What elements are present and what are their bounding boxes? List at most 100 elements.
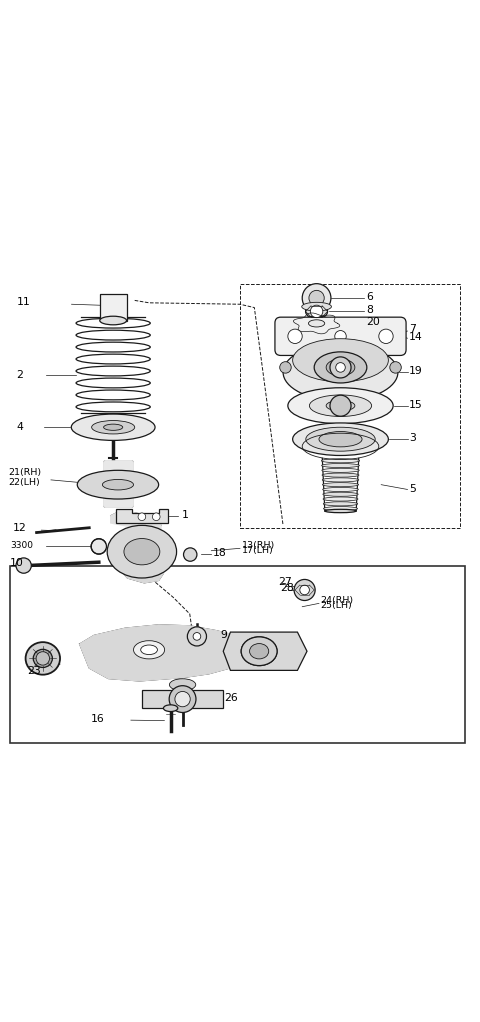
Text: 23: 23	[27, 666, 41, 677]
Ellipse shape	[163, 705, 178, 711]
Ellipse shape	[288, 387, 393, 424]
Ellipse shape	[77, 470, 158, 499]
Ellipse shape	[100, 316, 127, 325]
Text: 28: 28	[281, 583, 294, 593]
Ellipse shape	[76, 378, 150, 388]
Circle shape	[169, 686, 196, 712]
Text: 7: 7	[409, 324, 416, 334]
Ellipse shape	[72, 414, 155, 440]
Ellipse shape	[107, 525, 177, 578]
Text: 26: 26	[225, 693, 239, 703]
Ellipse shape	[323, 502, 358, 506]
Ellipse shape	[302, 303, 331, 311]
Text: 25(LH): 25(LH)	[321, 601, 352, 610]
Ellipse shape	[322, 464, 360, 468]
Ellipse shape	[92, 420, 135, 434]
Circle shape	[175, 692, 190, 707]
Text: 6: 6	[366, 292, 373, 303]
Ellipse shape	[76, 330, 150, 340]
Text: 13(RH): 13(RH)	[241, 541, 275, 550]
Bar	[10, 566, 465, 743]
Ellipse shape	[323, 493, 358, 497]
Polygon shape	[104, 461, 132, 506]
Ellipse shape	[76, 366, 150, 376]
Circle shape	[379, 329, 393, 343]
Circle shape	[330, 396, 351, 416]
Polygon shape	[116, 556, 163, 583]
Ellipse shape	[323, 482, 359, 486]
Circle shape	[294, 579, 315, 601]
Circle shape	[153, 513, 160, 520]
Ellipse shape	[104, 424, 123, 430]
Ellipse shape	[169, 679, 196, 691]
Ellipse shape	[306, 427, 375, 451]
Polygon shape	[80, 624, 257, 681]
Text: 21(RH)
22(LH): 21(RH) 22(LH)	[8, 468, 41, 487]
Circle shape	[330, 357, 351, 378]
Ellipse shape	[124, 539, 160, 565]
Circle shape	[302, 284, 331, 313]
Circle shape	[91, 539, 107, 554]
FancyBboxPatch shape	[275, 317, 406, 356]
Text: 18: 18	[213, 548, 227, 558]
Polygon shape	[223, 632, 307, 670]
Ellipse shape	[241, 637, 277, 665]
Text: 12: 12	[12, 522, 26, 532]
Ellipse shape	[76, 355, 150, 364]
Ellipse shape	[283, 343, 398, 401]
Text: 4: 4	[16, 422, 24, 432]
Ellipse shape	[293, 423, 388, 456]
Text: 3300: 3300	[10, 541, 33, 550]
Ellipse shape	[102, 479, 133, 490]
Ellipse shape	[133, 641, 165, 659]
Ellipse shape	[241, 637, 277, 665]
Ellipse shape	[141, 645, 157, 654]
Ellipse shape	[250, 644, 269, 659]
Circle shape	[16, 558, 31, 573]
Circle shape	[36, 652, 49, 665]
Text: 2: 2	[16, 370, 24, 379]
Ellipse shape	[309, 320, 324, 327]
Ellipse shape	[293, 338, 388, 382]
Text: 20: 20	[366, 318, 380, 327]
Circle shape	[300, 586, 310, 595]
Ellipse shape	[322, 478, 359, 482]
Ellipse shape	[323, 497, 358, 501]
Ellipse shape	[76, 390, 150, 400]
Text: 5: 5	[409, 483, 416, 494]
Ellipse shape	[323, 487, 359, 492]
Ellipse shape	[306, 305, 327, 319]
Text: 1: 1	[181, 510, 189, 520]
Text: 11: 11	[16, 296, 30, 307]
Text: 8: 8	[366, 306, 373, 316]
Text: 19: 19	[409, 366, 423, 376]
Text: 27: 27	[278, 576, 292, 587]
Text: 15: 15	[409, 400, 423, 410]
Ellipse shape	[25, 642, 60, 675]
Ellipse shape	[322, 468, 359, 472]
Ellipse shape	[76, 318, 150, 328]
Circle shape	[193, 633, 201, 640]
Ellipse shape	[322, 459, 360, 463]
Text: 10: 10	[9, 558, 23, 567]
Polygon shape	[142, 691, 223, 707]
Circle shape	[280, 362, 291, 373]
Ellipse shape	[325, 509, 356, 513]
Ellipse shape	[324, 507, 358, 511]
Ellipse shape	[76, 342, 150, 352]
Text: 24(RH): 24(RH)	[321, 597, 354, 605]
Ellipse shape	[322, 473, 359, 477]
Ellipse shape	[326, 401, 355, 411]
Circle shape	[311, 306, 323, 318]
Circle shape	[336, 363, 345, 372]
Text: 17(LH): 17(LH)	[241, 546, 273, 555]
Text: 3: 3	[409, 433, 416, 444]
Text: 16: 16	[91, 714, 105, 725]
Circle shape	[288, 329, 302, 343]
Polygon shape	[111, 511, 161, 532]
Circle shape	[390, 362, 401, 373]
Ellipse shape	[314, 352, 367, 383]
Text: 9: 9	[220, 631, 227, 641]
Ellipse shape	[250, 644, 269, 659]
Bar	[240, 284, 460, 527]
